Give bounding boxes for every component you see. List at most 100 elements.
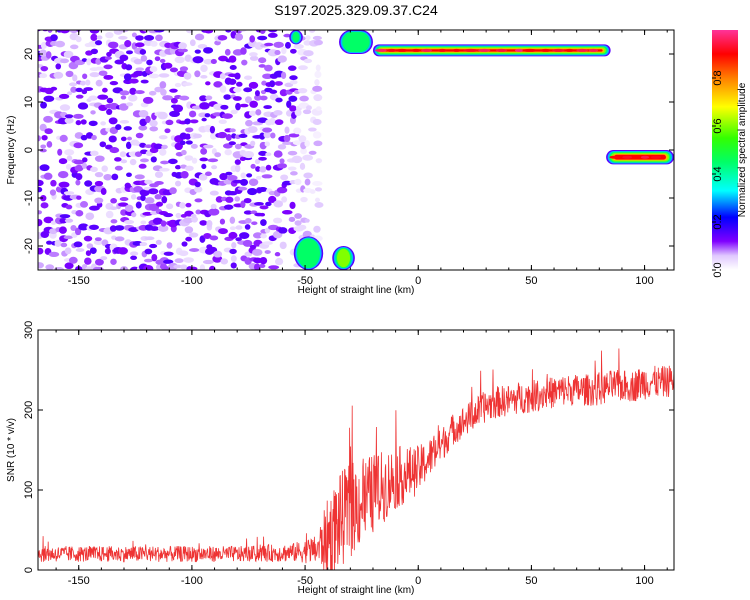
heatmap-cell <box>126 136 132 141</box>
heatmap-cell <box>251 221 258 226</box>
heatmap-cell <box>264 64 273 72</box>
heatmap-cell <box>261 80 267 86</box>
heatmap-cell <box>124 182 131 189</box>
heatmap-cell <box>304 178 311 186</box>
heatmap-cell <box>237 186 248 191</box>
heatmap-cell <box>100 187 107 196</box>
heatmap-cell <box>144 197 155 204</box>
heatmap-cell <box>38 218 43 227</box>
heatmap-xtick-label: 0 <box>415 275 421 287</box>
heatmap-cell <box>75 120 82 126</box>
heatmap-ytick-label: -20 <box>23 238 35 254</box>
heatmap-ytick-label: -10 <box>23 190 35 206</box>
heatmap-cell <box>264 42 274 47</box>
heatmap-cell <box>249 35 256 43</box>
heatmap-cell <box>259 212 266 217</box>
heatmap-cell <box>245 96 252 104</box>
heatmap-cell <box>200 147 208 155</box>
heatmap-cell <box>315 106 322 112</box>
heatmap-cell <box>273 41 284 48</box>
heatmap-cell <box>148 188 159 195</box>
heatmap-cell <box>59 104 71 111</box>
heatmap-cell <box>244 75 253 80</box>
heatmap-cell <box>38 186 43 193</box>
heatmap-cell <box>245 119 253 127</box>
snr-ytick-label: 0 <box>23 567 35 573</box>
heatmap-cell <box>131 212 137 218</box>
heatmap-cell <box>298 224 307 230</box>
heatmap-cell <box>90 110 96 115</box>
heatmap-cell <box>72 74 78 82</box>
heatmap-cell <box>104 248 111 255</box>
heatmap-cell <box>125 64 133 71</box>
heatmap-cell <box>165 119 174 126</box>
heatmap-cell <box>174 180 182 187</box>
heatmap-cell <box>75 36 82 43</box>
heatmap-cell <box>85 212 95 220</box>
heatmap-cell <box>39 49 47 57</box>
heatmap-cell <box>80 134 88 141</box>
heatmap-cell <box>175 165 181 170</box>
heatmap-cell <box>463 48 479 52</box>
heatmap-cell <box>58 158 68 165</box>
heatmap-cell <box>64 247 72 255</box>
heatmap-cell <box>219 173 228 181</box>
heatmap-cell <box>39 164 50 172</box>
heatmap-cell <box>148 73 160 79</box>
heatmap-cell <box>209 190 219 196</box>
heatmap-cell <box>140 55 148 62</box>
heatmap-cell <box>75 94 84 99</box>
heatmap-cell <box>240 200 246 209</box>
heatmap-cell <box>80 80 86 86</box>
heatmap-cell <box>89 247 97 255</box>
heatmap-cell <box>192 56 204 64</box>
heatmap-cell <box>303 172 313 179</box>
heatmap-cell <box>103 173 113 181</box>
heatmap-cell <box>281 209 293 215</box>
heatmap-cell <box>139 241 148 247</box>
heatmap-cell <box>294 109 302 117</box>
heatmap-cell <box>229 248 237 255</box>
heatmap-cell <box>313 94 323 102</box>
heatmap-cell <box>110 258 117 265</box>
heatmap-plot-area <box>38 30 674 270</box>
heatmap-cell <box>284 126 290 134</box>
heatmap-cell <box>258 64 266 68</box>
heatmap-cell <box>255 166 261 172</box>
heatmap-cell <box>199 95 208 102</box>
heatmap-cell <box>126 172 132 178</box>
heatmap-cell <box>262 73 273 80</box>
heatmap-cell <box>478 48 491 52</box>
heatmap-cell <box>201 117 207 122</box>
heatmap-cell <box>303 58 313 64</box>
heatmap-cell <box>199 102 210 110</box>
heatmap-cell <box>292 31 300 43</box>
heatmap-cell <box>64 262 74 270</box>
colorbar-tick-label: 0.0 <box>712 262 724 277</box>
heatmap-cell <box>170 97 178 104</box>
heatmap-cell <box>205 81 211 86</box>
heatmap-cell <box>248 178 259 186</box>
heatmap-cell <box>254 158 261 165</box>
heatmap-cell <box>117 247 128 255</box>
heatmap-cell <box>98 70 108 76</box>
heatmap-cell <box>163 259 174 264</box>
heatmap-cell <box>314 70 322 79</box>
heatmap-cell <box>249 55 259 61</box>
heatmap-cell <box>57 170 69 179</box>
heatmap-cell <box>265 164 272 171</box>
heatmap-cell <box>39 148 47 153</box>
heatmap-cell <box>314 197 321 203</box>
heatmap-cell <box>109 147 120 154</box>
heatmap-cell <box>188 266 198 270</box>
heatmap-cell <box>298 65 308 71</box>
heatmap-cell <box>246 173 253 178</box>
heatmap-cell <box>238 30 248 32</box>
heatmap-cell <box>151 253 158 262</box>
heatmap-cell <box>239 103 249 108</box>
heatmap-cell <box>249 100 258 108</box>
snr-ytick-label: 200 <box>23 401 35 419</box>
snr-ylabel: SNR (10 * v/v) <box>6 418 17 482</box>
heatmap-cell <box>124 219 135 225</box>
